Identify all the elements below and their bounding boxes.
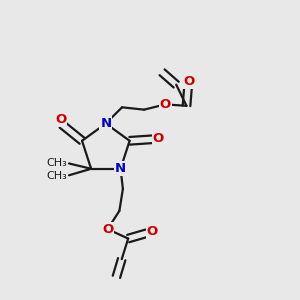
Text: O: O bbox=[160, 98, 171, 111]
Text: N: N bbox=[100, 117, 111, 130]
Text: O: O bbox=[102, 223, 113, 236]
Text: CH₃: CH₃ bbox=[47, 171, 68, 181]
Text: O: O bbox=[153, 132, 164, 145]
Text: O: O bbox=[55, 113, 66, 126]
Text: N: N bbox=[115, 162, 126, 175]
Text: O: O bbox=[183, 75, 194, 88]
Text: CH₃: CH₃ bbox=[47, 158, 68, 168]
Text: O: O bbox=[147, 225, 158, 238]
